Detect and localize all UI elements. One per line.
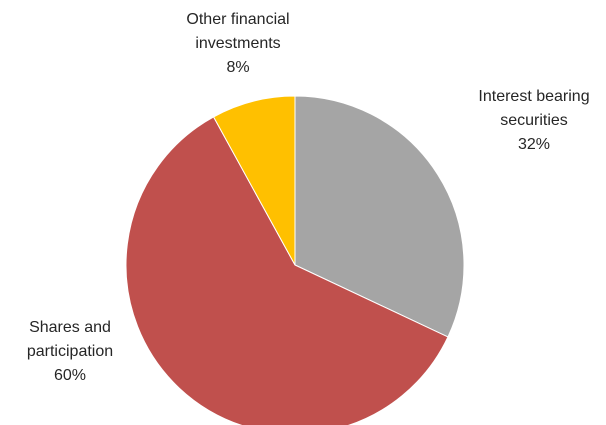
pie-slice-shares-and-participation (125, 116, 449, 425)
slice-label-line: securities (500, 112, 568, 129)
pie-slice-interest-bearing-securities (294, 95, 465, 338)
slice-label-line: participation (26, 343, 114, 360)
slice-label-line: Shares and (29, 319, 111, 336)
data-label-other-financial-investments: Other financial investments 8% (166, 8, 310, 80)
slice-label-line: Interest bearing (478, 88, 590, 105)
slice-value-label: 8% (226, 59, 250, 76)
pie-slice-other-financial-investments (212, 95, 296, 266)
slice-label-line: Other financial (186, 11, 290, 28)
slice-value-label: 60% (53, 367, 87, 384)
slice-value-label: 32% (517, 136, 551, 153)
data-label-interest-bearing-securities: Interest bearing securities 32% (464, 85, 604, 157)
slice-label-line: investments (195, 35, 281, 52)
data-label-shares-and-participation: Shares and participation 60% (10, 316, 130, 388)
